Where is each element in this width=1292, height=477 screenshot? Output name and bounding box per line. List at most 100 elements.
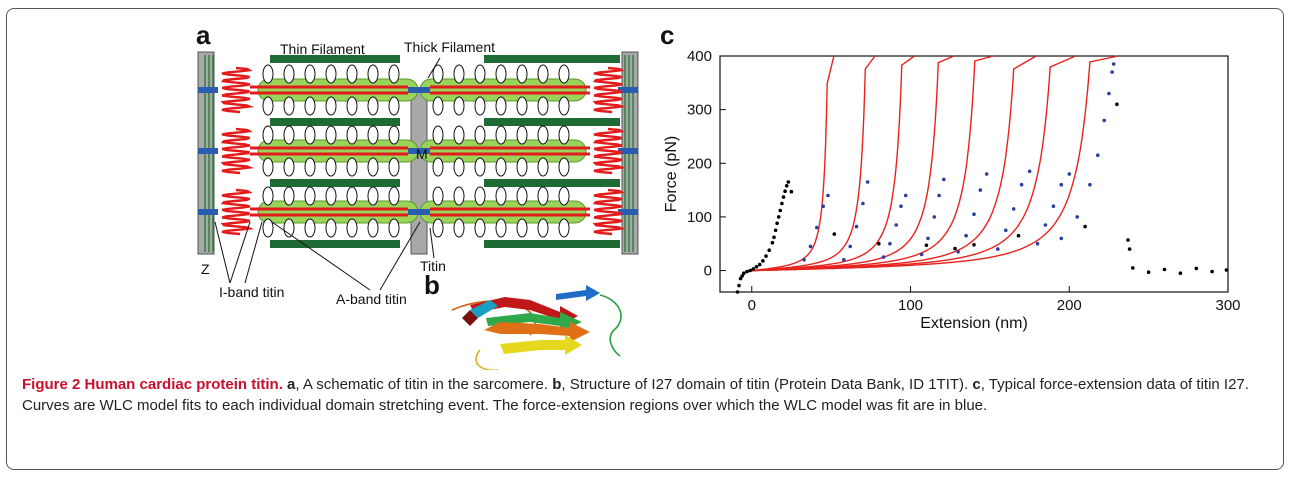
data-point — [1178, 271, 1183, 276]
ribbon-strand-cyan — [470, 300, 498, 318]
data-point — [1194, 266, 1199, 271]
label-m-line: M — [416, 146, 428, 162]
data-point — [773, 228, 778, 233]
myosin-head — [304, 125, 316, 145]
ribbon-coil-2 — [599, 294, 622, 357]
myosin-head — [325, 186, 337, 206]
myosin-head — [346, 186, 358, 206]
myosin-head — [453, 125, 465, 145]
myosin-head — [367, 96, 379, 116]
myosin-head — [388, 64, 400, 84]
myosin-head — [537, 186, 549, 206]
data-point — [854, 224, 859, 229]
myosin-head — [432, 218, 444, 238]
data-point — [1102, 118, 1106, 123]
myosin-head — [388, 96, 400, 116]
myosin-head — [304, 218, 316, 238]
panel-c-force-extension-chart: c 0 100 200 300 0 100 200 300 400 Extension (nm)… — [660, 20, 1241, 332]
data-point — [775, 221, 779, 226]
myosin-head — [453, 157, 465, 177]
wlc-fit-curves — [751, 55, 1119, 272]
leader-i-band-2 — [244, 221, 263, 284]
panel-b-i27-ribbon-structure: b — [424, 270, 622, 370]
label-titin: Titin — [420, 258, 446, 274]
myosin-head — [432, 157, 444, 177]
data-point — [738, 276, 743, 281]
myosin-head — [262, 125, 274, 145]
data-point — [942, 177, 946, 182]
data-point — [1059, 182, 1064, 187]
panel-a-sarcomere-schematic: a Thin Filament Thick Filament M Z Titin… — [196, 20, 639, 307]
myosin-head — [304, 157, 316, 177]
caption-c-letter: c — [972, 376, 981, 393]
myosin-head — [367, 64, 379, 84]
y-tick-label: 300 — [687, 102, 712, 119]
data-point — [996, 247, 1000, 251]
wlc-fit-curve — [751, 55, 915, 272]
data-series-points — [735, 62, 1229, 294]
data-point — [848, 244, 852, 249]
data-point — [821, 204, 825, 208]
data-point — [761, 259, 765, 263]
ribbon-strand-yellow — [500, 335, 582, 355]
data-point — [783, 189, 787, 193]
myosin-head — [537, 125, 549, 145]
y-tick-label: 400 — [687, 48, 712, 65]
myosin-head — [283, 96, 295, 116]
data-point — [978, 188, 983, 192]
data-point — [861, 201, 865, 206]
data-point — [770, 240, 775, 245]
ribbon-strand-green — [486, 312, 582, 332]
data-point — [772, 235, 776, 240]
myosin-head — [283, 186, 295, 206]
data-point — [1111, 62, 1116, 66]
myosin-head — [516, 64, 528, 84]
m-connector — [408, 148, 430, 154]
ribbon-strand-red — [470, 297, 578, 326]
leader-a-band-2 — [379, 221, 421, 291]
myosin-head — [346, 157, 358, 177]
data-point — [1043, 223, 1048, 227]
myosin-head — [304, 186, 316, 206]
x-tick-label: 0 — [748, 297, 756, 314]
myosin-head — [283, 157, 295, 177]
myosin-head — [537, 218, 549, 238]
wlc-fit-curve — [751, 55, 876, 272]
myosin-head — [558, 218, 570, 238]
myosin-head — [432, 125, 444, 145]
myosin-head — [558, 186, 570, 206]
data-point — [776, 215, 781, 219]
label-thick-filament: Thick Filament — [404, 39, 495, 55]
i-band-titin-spring-left — [220, 127, 255, 175]
i-band-titin-spring-right — [592, 127, 627, 175]
x-tick-label: 300 — [1215, 297, 1240, 314]
myosin-head — [367, 218, 379, 238]
data-point — [781, 195, 786, 199]
thin-filament-right — [484, 118, 620, 126]
data-point — [1162, 267, 1167, 272]
caption-a-letter: a — [287, 376, 296, 393]
myosin-head — [474, 186, 486, 206]
myosin-head — [558, 125, 570, 145]
myosin-head — [495, 125, 507, 145]
data-point — [786, 180, 791, 184]
data-point — [877, 241, 881, 246]
myosin-head — [325, 125, 337, 145]
wlc-fit-curve — [751, 55, 1076, 272]
data-point — [1035, 241, 1040, 246]
myosin-head — [283, 64, 295, 84]
myosin-head — [495, 157, 507, 177]
i-band-titin-spring-left — [220, 66, 255, 114]
myosin-head — [474, 218, 486, 238]
myosin-head — [262, 186, 274, 206]
data-point — [956, 250, 960, 254]
myosin-head — [495, 96, 507, 116]
figure-caption: Figure 2 Human cardiac protein titin. a,… — [22, 374, 1272, 416]
myosin-head — [453, 218, 465, 238]
myosin-head — [283, 125, 295, 145]
caption-c-text: , Typical force-extension data of titin … — [22, 376, 1249, 414]
data-point — [984, 172, 989, 176]
data-point — [1126, 238, 1130, 242]
data-point — [1051, 204, 1056, 208]
data-point — [937, 193, 941, 198]
